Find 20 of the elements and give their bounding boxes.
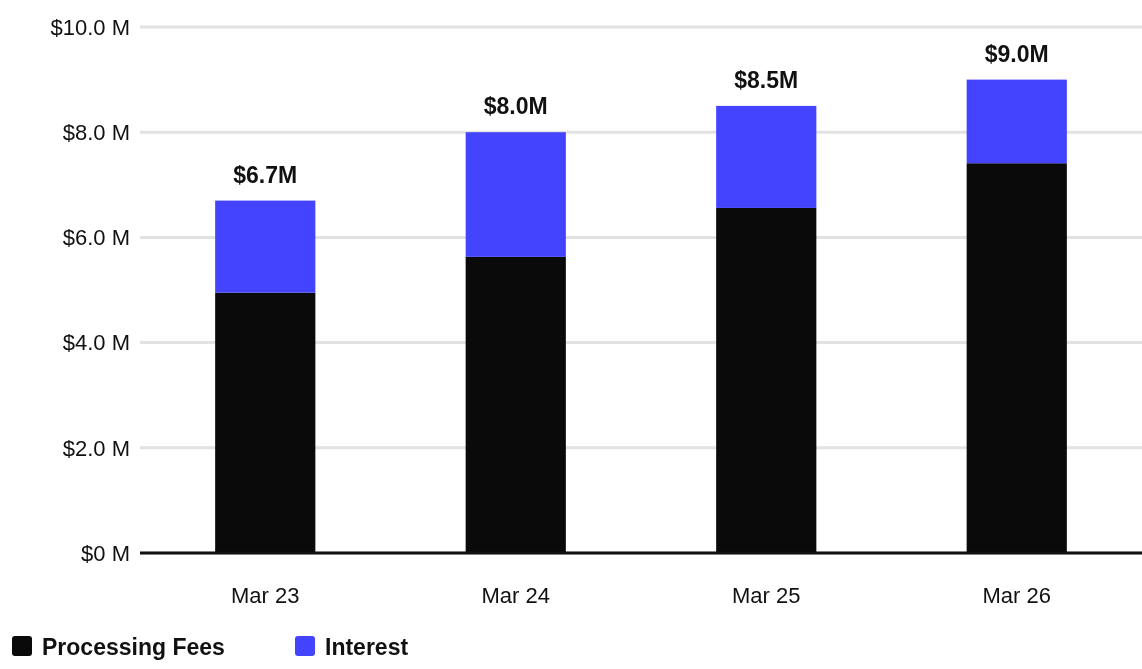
total-label: $8.5M: [734, 66, 799, 93]
x-tick-label: Mar 25: [732, 583, 801, 608]
bar: [716, 105, 817, 208]
y-tick-label: $0 M: [81, 540, 130, 566]
y-tick-label: $10.0 M: [50, 14, 130, 40]
legend-label: Processing Fees: [42, 634, 225, 660]
bar: [465, 132, 566, 257]
total-label: $8.0M: [483, 93, 548, 120]
y-tick-label: $4.0 M: [62, 330, 130, 356]
bar: [966, 79, 1067, 164]
y-tick-label: $2.0 M: [62, 435, 130, 461]
total-label: $9.0M: [984, 40, 1049, 67]
total-label: $6.7M: [233, 161, 298, 188]
x-tick-label: Mar 26: [982, 583, 1051, 608]
bar: [215, 200, 316, 293]
y-tick-label: $6.0 M: [62, 225, 130, 251]
y-tick-label: $8.0 M: [62, 119, 130, 145]
legend-label: Interest: [325, 634, 409, 660]
x-tick-label: Mar 24: [481, 583, 550, 608]
x-tick-label: Mar 23: [231, 583, 300, 608]
